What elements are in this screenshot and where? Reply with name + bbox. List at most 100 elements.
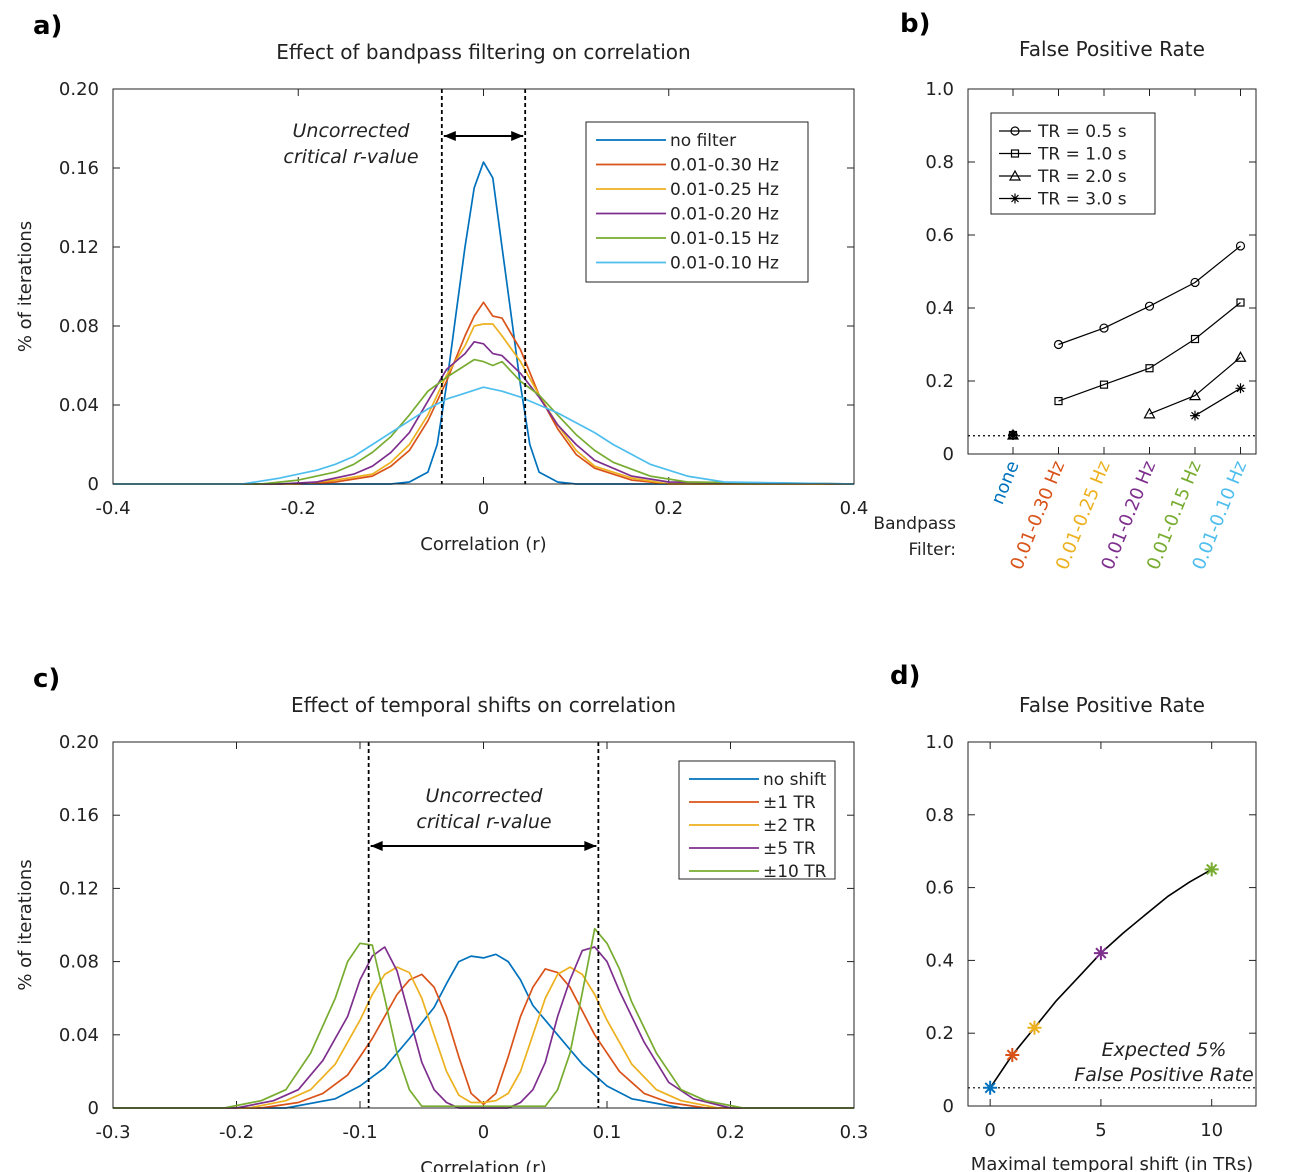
category-label-0: none	[987, 458, 1023, 508]
y-tick-label: 0	[943, 444, 954, 465]
y-tick-label: 0.2	[925, 1023, 954, 1044]
tr-line-1	[1058, 302, 1241, 402]
x-tick-label: 0.2	[716, 1122, 745, 1143]
x-tick-label: -0.2	[281, 498, 316, 519]
y-axis-label: % of iterations	[15, 221, 36, 352]
y-tick-label: 0	[88, 1098, 99, 1119]
legend-marker-1	[1010, 149, 1020, 158]
legend-box	[585, 121, 809, 283]
y-tick-label: 0.16	[59, 805, 99, 826]
tr-line-3	[1194, 387, 1241, 417]
bandpass-label-1: Bandpass	[873, 514, 956, 534]
series-line-3	[113, 340, 855, 485]
legend-label-2: ±2 TR	[763, 816, 816, 836]
tr-marker-1	[1145, 364, 1154, 373]
legend-label-0: no shift	[763, 770, 827, 790]
legend-label-4: ±10 TR	[763, 862, 827, 882]
x-tick-label: -0.3	[95, 1122, 130, 1143]
axes-box	[112, 741, 855, 1109]
series-line-0	[113, 161, 854, 485]
arrow-head-right	[511, 131, 524, 141]
tr-marker-2	[1234, 351, 1247, 362]
series-line-1	[113, 301, 854, 485]
annotation-line-1: Uncorrected	[426, 785, 544, 807]
legend-label-3: ±5 TR	[763, 839, 816, 859]
x-axis-label: Correlation (r)	[420, 1158, 546, 1172]
legend-label-3: 0.01-0.20 Hz	[670, 205, 779, 225]
panel-2: c) Effect of temporal shifts on correlati…	[15, 664, 868, 1172]
x-tick-label: 0.1	[593, 1122, 622, 1143]
annotation-line-1: Uncorrected	[293, 120, 411, 142]
y-tick-label: 0.6	[925, 878, 954, 899]
y-tick-label: 0.4	[925, 298, 954, 319]
legend-marker-0	[1010, 126, 1020, 136]
legend-label-3: TR = 3.0 s	[1037, 190, 1127, 210]
tr-marker-1	[1099, 380, 1109, 389]
axes-box	[967, 741, 1257, 1107]
legend-label-2: TR = 2.0 s	[1037, 167, 1127, 187]
axes-box	[967, 88, 1257, 455]
arrow-head-right	[584, 841, 597, 851]
annotation-line-2: critical r-value	[416, 811, 551, 833]
x-tick-label: 10	[1200, 1120, 1223, 1141]
arrow-head-left	[443, 131, 456, 141]
chart-title: Effect of bandpass filtering on correlat…	[276, 40, 690, 64]
tr-marker-2	[1143, 407, 1156, 419]
tr-marker-0	[1099, 323, 1109, 333]
y-tick-label: 0.04	[59, 395, 99, 416]
chart-title: Effect of temporal shifts on correlation	[291, 693, 676, 717]
tr-marker-1	[1236, 298, 1245, 307]
tr-marker-3	[1190, 410, 1200, 421]
x-tick-label: 0.3	[840, 1122, 869, 1143]
series-line-4	[113, 927, 854, 1109]
annotation-line-2: critical r-value	[283, 146, 418, 168]
series-line-0	[113, 953, 854, 1109]
panel-label: d)	[890, 661, 921, 691]
y-tick-label: 0.8	[925, 805, 954, 826]
legend: no filter 0.01-0.30 Hz 0.01-0.25 Hz 0.01-0.…	[585, 121, 809, 283]
series-line-5	[113, 386, 855, 485]
x-tick-label: -0.4	[95, 498, 130, 519]
y-tick-label: 0.12	[59, 237, 99, 258]
legend-marker-3	[1010, 193, 1020, 204]
chart-title: False Positive Rate	[1019, 693, 1205, 717]
none-dot	[1010, 432, 1016, 439]
legend-label-4: 0.01-0.15 Hz	[670, 229, 779, 249]
fpr-point-2	[1027, 1020, 1042, 1035]
tr-marker-1	[1190, 334, 1200, 344]
legend-label-2: 0.01-0.25 Hz	[670, 180, 779, 200]
series-line-3	[113, 946, 854, 1109]
tr-marker-0	[1235, 241, 1246, 251]
panel-b: b) False Positive Rate 0 0.2 0.4 0.6 0.8 1.0 non…	[873, 9, 1257, 573]
y-tick-label: 0.20	[59, 79, 99, 100]
fpr-point-0	[983, 1080, 998, 1095]
fpr-point-1	[1005, 1048, 1020, 1063]
y-tick-label: 0.8	[925, 152, 954, 173]
legend-box	[678, 760, 836, 880]
y-tick-label: 0.2	[925, 371, 954, 392]
legend-label-1: 0.01-0.30 Hz	[670, 156, 779, 176]
y-tick-label: 0.08	[59, 952, 99, 973]
y-tick-label: 1.0	[925, 79, 954, 100]
tr-line-0	[1058, 245, 1241, 346]
legend: TR = 0.5 s TR = 1.0 sTR = 2.0 s TR = 3.0 s	[990, 112, 1156, 215]
annotation-line-2: False Positive Rate	[1074, 1064, 1253, 1086]
series-line-4	[113, 358, 855, 485]
x-axis-label: Correlation (r)	[420, 534, 546, 555]
arrow-head-left	[370, 841, 383, 851]
tr-marker-0	[1144, 301, 1155, 311]
legend-label-1: TR = 1.0 s	[1037, 145, 1127, 165]
legend-label-0: TR = 0.5 s	[1037, 122, 1127, 142]
y-tick-label: 0.08	[59, 316, 99, 337]
y-tick-label: 0	[88, 474, 99, 495]
x-tick-label: 0	[478, 1122, 489, 1143]
y-tick-label: 0.04	[59, 1025, 99, 1046]
panel-label: c)	[33, 664, 60, 694]
tr-marker-2	[1188, 389, 1202, 401]
legend-marker-2	[1008, 169, 1022, 181]
x-tick-label: -0.1	[342, 1122, 377, 1143]
legend-label-0: no filter	[670, 131, 736, 151]
panel-label: a)	[33, 11, 62, 41]
series-line-2	[113, 966, 854, 1109]
x-tick-label: 0	[478, 498, 489, 519]
